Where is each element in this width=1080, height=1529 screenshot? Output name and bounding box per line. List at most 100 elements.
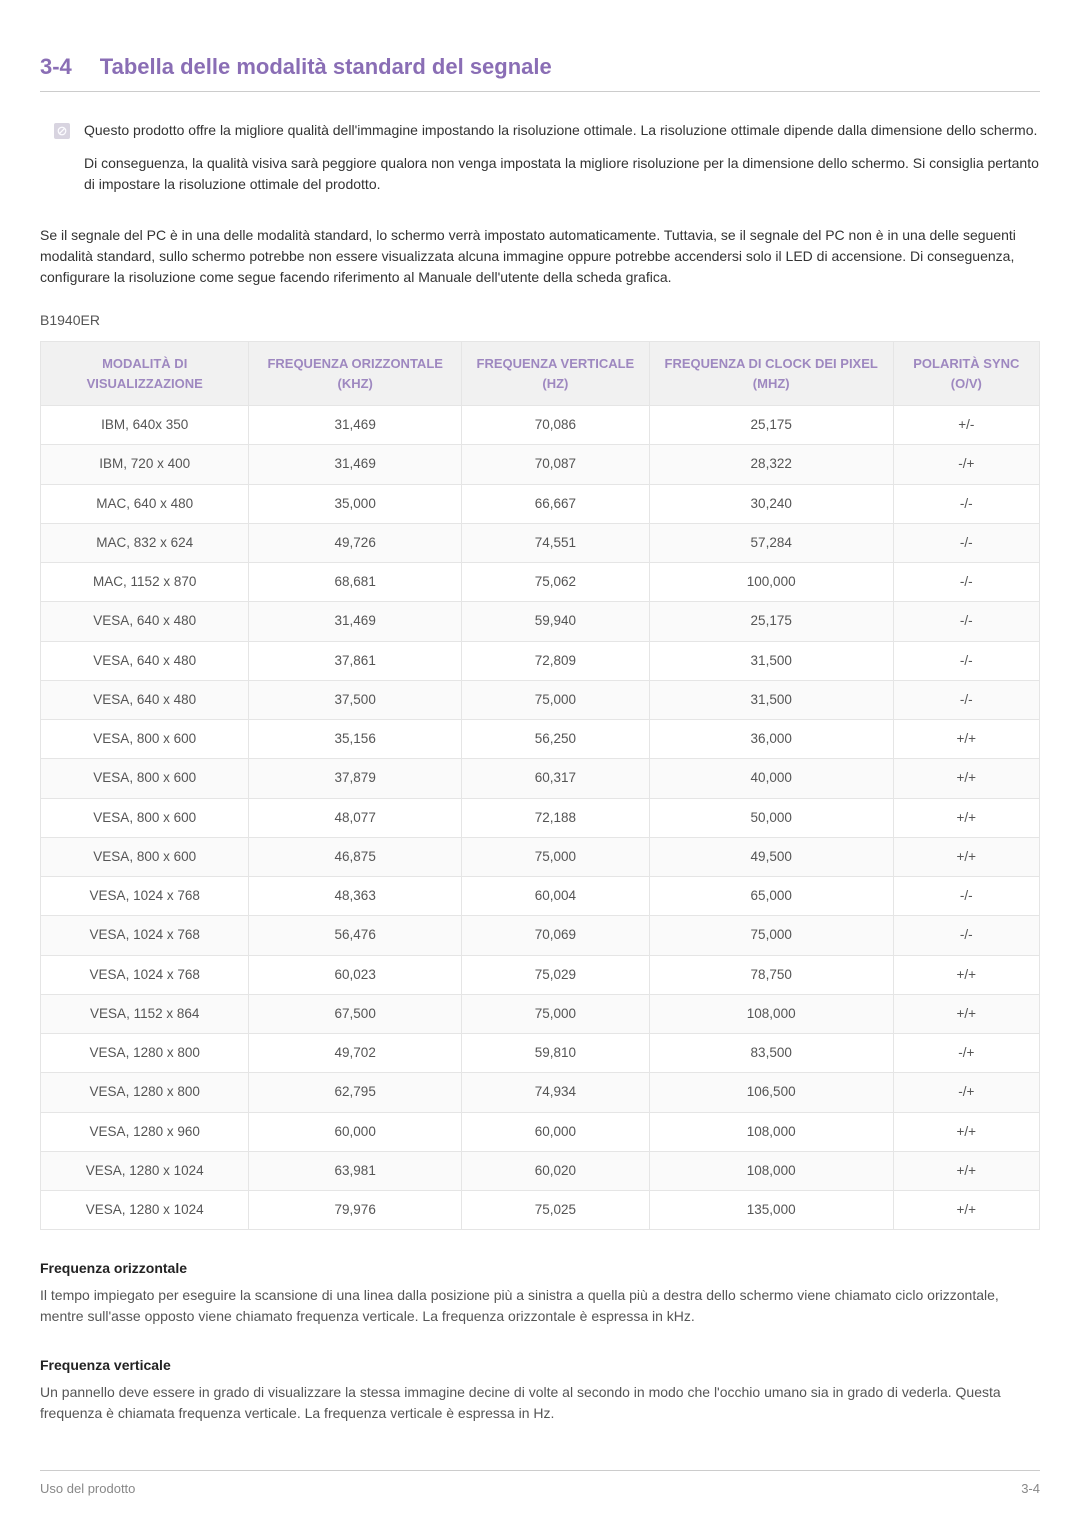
table-cell: 37,861 xyxy=(249,641,462,680)
table-cell: 59,940 xyxy=(461,602,649,641)
table-cell: 60,000 xyxy=(461,1112,649,1151)
table-cell: 63,981 xyxy=(249,1151,462,1190)
table-cell: 60,000 xyxy=(249,1112,462,1151)
table-row: VESA, 800 x 60037,87960,31740,000+/+ xyxy=(41,759,1040,798)
note-block: Questo prodotto offre la migliore qualit… xyxy=(54,120,1040,207)
table-cell: VESA, 1280 x 1024 xyxy=(41,1191,249,1230)
footer-right: 3-4 xyxy=(1021,1479,1040,1499)
table-cell: 75,000 xyxy=(461,680,649,719)
table-cell: 108,000 xyxy=(649,1112,893,1151)
table-cell: -/- xyxy=(893,641,1039,680)
col-header: POLARITÀ SYNC (O/V) xyxy=(893,342,1039,406)
table-cell: 75,062 xyxy=(461,563,649,602)
table-cell: 67,500 xyxy=(249,994,462,1033)
table-cell: 50,000 xyxy=(649,798,893,837)
table-cell: 75,025 xyxy=(461,1191,649,1230)
table-row: VESA, 800 x 60035,15656,25036,000+/+ xyxy=(41,720,1040,759)
note-para-1: Questo prodotto offre la migliore qualit… xyxy=(84,120,1040,141)
table-row: VESA, 1280 x 102479,97675,025135,000+/+ xyxy=(41,1191,1040,1230)
table-cell: -/- xyxy=(893,916,1039,955)
table-row: VESA, 1024 x 76860,02375,02978,750+/+ xyxy=(41,955,1040,994)
table-cell: VESA, 1024 x 768 xyxy=(41,916,249,955)
table-cell: 106,500 xyxy=(649,1073,893,1112)
table-cell: -/+ xyxy=(893,1034,1039,1073)
table-cell: -/- xyxy=(893,602,1039,641)
table-cell: 70,087 xyxy=(461,445,649,484)
table-cell: 60,023 xyxy=(249,955,462,994)
table-cell: MAC, 1152 x 870 xyxy=(41,563,249,602)
table-cell: 100,000 xyxy=(649,563,893,602)
table-cell: 74,934 xyxy=(461,1073,649,1112)
table-cell: +/+ xyxy=(893,1112,1039,1151)
table-cell: 75,000 xyxy=(649,916,893,955)
table-cell: 56,476 xyxy=(249,916,462,955)
table-row: MAC, 1152 x 87068,68175,062100,000-/- xyxy=(41,563,1040,602)
table-cell: 65,000 xyxy=(649,877,893,916)
table-cell: VESA, 800 x 600 xyxy=(41,759,249,798)
table-cell: 35,156 xyxy=(249,720,462,759)
page-footer: Uso del prodotto 3-4 xyxy=(40,1470,1040,1499)
table-cell: 30,240 xyxy=(649,484,893,523)
table-cell: VESA, 800 x 600 xyxy=(41,720,249,759)
table-cell: VESA, 640 x 480 xyxy=(41,602,249,641)
table-cell: +/+ xyxy=(893,1191,1039,1230)
table-cell: 68,681 xyxy=(249,563,462,602)
table-cell: MAC, 832 x 624 xyxy=(41,523,249,562)
table-cell: 75,000 xyxy=(461,994,649,1033)
table-cell: -/+ xyxy=(893,1073,1039,1112)
table-cell: VESA, 800 x 600 xyxy=(41,837,249,876)
section-title: Tabella delle modalità standard del segn… xyxy=(100,50,552,83)
table-cell: VESA, 1280 x 800 xyxy=(41,1034,249,1073)
table-cell: VESA, 1280 x 960 xyxy=(41,1112,249,1151)
section-heading: 3-4 Tabella delle modalità standard del … xyxy=(40,50,1040,92)
table-row: MAC, 832 x 62449,72674,55157,284-/- xyxy=(41,523,1040,562)
table-cell: 66,667 xyxy=(461,484,649,523)
table-cell: +/+ xyxy=(893,837,1039,876)
table-cell: 25,175 xyxy=(649,602,893,641)
table-row: VESA, 1152 x 86467,50075,000108,000+/+ xyxy=(41,994,1040,1033)
table-cell: 56,250 xyxy=(461,720,649,759)
col-header: FREQUENZA DI CLOCK DEI PIXEL (MHZ) xyxy=(649,342,893,406)
table-cell: 37,500 xyxy=(249,680,462,719)
table-cell: 75,000 xyxy=(461,837,649,876)
table-cell: 74,551 xyxy=(461,523,649,562)
table-cell: 79,976 xyxy=(249,1191,462,1230)
table-cell: 59,810 xyxy=(461,1034,649,1073)
table-row: MAC, 640 x 48035,00066,66730,240-/- xyxy=(41,484,1040,523)
table-cell: VESA, 1280 x 1024 xyxy=(41,1151,249,1190)
col-header: MODALITÀ DI VISUALIZZAZIONE xyxy=(41,342,249,406)
table-cell: 40,000 xyxy=(649,759,893,798)
definition-heading: Frequenza verticale xyxy=(40,1355,1040,1376)
table-cell: +/- xyxy=(893,406,1039,445)
table-row: VESA, 640 x 48031,46959,94025,175-/- xyxy=(41,602,1040,641)
table-cell: VESA, 1152 x 864 xyxy=(41,994,249,1033)
table-cell: 78,750 xyxy=(649,955,893,994)
table-row: VESA, 1280 x 96060,00060,000108,000+/+ xyxy=(41,1112,1040,1151)
table-cell: IBM, 640x 350 xyxy=(41,406,249,445)
table-cell: 36,000 xyxy=(649,720,893,759)
table-cell: 46,875 xyxy=(249,837,462,876)
table-row: IBM, 640x 35031,46970,08625,175+/- xyxy=(41,406,1040,445)
definition-heading: Frequenza orizzontale xyxy=(40,1258,1040,1279)
table-row: VESA, 640 x 48037,50075,00031,500-/- xyxy=(41,680,1040,719)
table-cell: 60,004 xyxy=(461,877,649,916)
table-cell: +/+ xyxy=(893,798,1039,837)
definition-body: Un pannello deve essere in grado di visu… xyxy=(40,1382,1040,1424)
table-cell: -/- xyxy=(893,484,1039,523)
table-cell: -/- xyxy=(893,877,1039,916)
signal-table-head: MODALITÀ DI VISUALIZZAZIONE FREQUENZA OR… xyxy=(41,342,1040,406)
table-cell: 70,069 xyxy=(461,916,649,955)
table-cell: 62,795 xyxy=(249,1073,462,1112)
col-header: FREQUENZA VERTICALE (HZ) xyxy=(461,342,649,406)
table-row: VESA, 1280 x 80049,70259,81083,500-/+ xyxy=(41,1034,1040,1073)
table-row: VESA, 800 x 60048,07772,18850,000+/+ xyxy=(41,798,1040,837)
table-cell: 48,077 xyxy=(249,798,462,837)
table-cell: 72,188 xyxy=(461,798,649,837)
col-header: FREQUENZA ORIZZONTALE (KHZ) xyxy=(249,342,462,406)
table-cell: IBM, 720 x 400 xyxy=(41,445,249,484)
table-cell: 72,809 xyxy=(461,641,649,680)
table-cell: 135,000 xyxy=(649,1191,893,1230)
table-cell: 57,284 xyxy=(649,523,893,562)
table-cell: 48,363 xyxy=(249,877,462,916)
table-cell: 49,726 xyxy=(249,523,462,562)
